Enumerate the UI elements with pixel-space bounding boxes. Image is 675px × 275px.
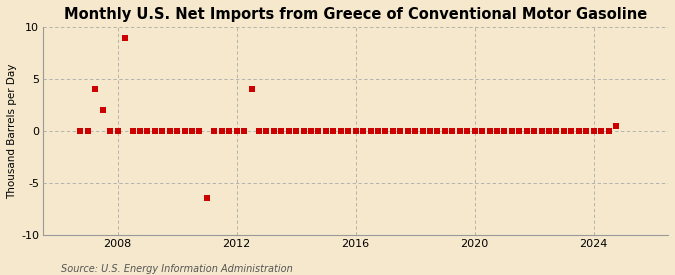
Point: [284, 129, 294, 133]
Point: [202, 196, 213, 200]
Point: [454, 129, 465, 133]
Point: [328, 129, 339, 133]
Point: [343, 129, 354, 133]
Point: [335, 129, 346, 133]
Point: [491, 129, 502, 133]
Point: [425, 129, 435, 133]
Point: [119, 35, 130, 40]
Point: [536, 129, 547, 133]
Point: [589, 129, 599, 133]
Point: [551, 129, 562, 133]
Point: [514, 129, 524, 133]
Point: [246, 87, 257, 92]
Point: [209, 129, 220, 133]
Point: [232, 129, 242, 133]
Point: [90, 87, 101, 92]
Title: Monthly U.S. Net Imports from Greece of Conventional Motor Gasoline: Monthly U.S. Net Imports from Greece of …: [64, 7, 647, 22]
Point: [149, 129, 160, 133]
Point: [313, 129, 324, 133]
Point: [566, 129, 576, 133]
Point: [105, 129, 115, 133]
Point: [558, 129, 569, 133]
Point: [358, 129, 369, 133]
Point: [365, 129, 376, 133]
Point: [410, 129, 421, 133]
Point: [350, 129, 361, 133]
Point: [254, 129, 265, 133]
Point: [596, 129, 607, 133]
Point: [611, 123, 622, 128]
Point: [261, 129, 272, 133]
Point: [321, 129, 331, 133]
Point: [439, 129, 450, 133]
Point: [402, 129, 413, 133]
Point: [543, 129, 554, 133]
Point: [581, 129, 592, 133]
Point: [82, 129, 93, 133]
Point: [521, 129, 532, 133]
Point: [127, 129, 138, 133]
Point: [224, 129, 235, 133]
Point: [164, 129, 175, 133]
Text: Source: U.S. Energy Information Administration: Source: U.S. Energy Information Administ…: [61, 264, 292, 274]
Point: [179, 129, 190, 133]
Point: [239, 129, 250, 133]
Point: [447, 129, 458, 133]
Point: [217, 129, 227, 133]
Point: [469, 129, 480, 133]
Point: [276, 129, 287, 133]
Point: [477, 129, 487, 133]
Point: [462, 129, 472, 133]
Point: [395, 129, 406, 133]
Point: [306, 129, 317, 133]
Point: [171, 129, 182, 133]
Point: [134, 129, 145, 133]
Point: [387, 129, 398, 133]
Point: [499, 129, 510, 133]
Point: [432, 129, 443, 133]
Point: [573, 129, 584, 133]
Point: [112, 129, 123, 133]
Point: [529, 129, 539, 133]
Point: [157, 129, 167, 133]
Point: [194, 129, 205, 133]
Point: [373, 129, 383, 133]
Point: [417, 129, 428, 133]
Point: [298, 129, 309, 133]
Point: [603, 129, 614, 133]
Point: [291, 129, 302, 133]
Point: [142, 129, 153, 133]
Point: [506, 129, 517, 133]
Point: [380, 129, 391, 133]
Point: [186, 129, 197, 133]
Point: [269, 129, 279, 133]
Point: [75, 129, 86, 133]
Point: [484, 129, 495, 133]
Y-axis label: Thousand Barrels per Day: Thousand Barrels per Day: [7, 63, 17, 199]
Point: [97, 108, 108, 112]
